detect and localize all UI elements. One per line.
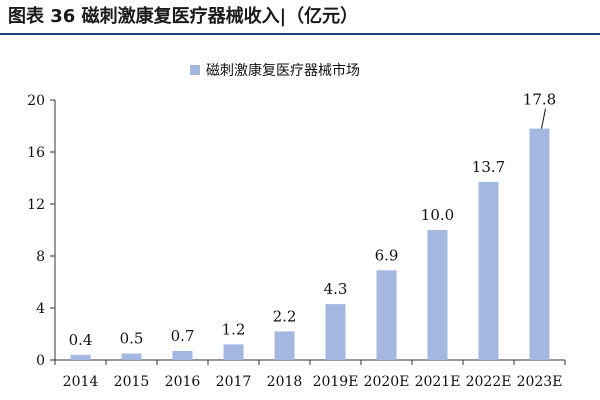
- legend: 磁刺激康复医疗器械市场: [190, 62, 360, 79]
- data-label-2021E: 10.0: [421, 206, 454, 224]
- bar-2015: [121, 353, 142, 360]
- figure-title: 图表 36 磁刺激康复医疗器械收入|（亿元）: [8, 6, 359, 27]
- bars: [70, 128, 550, 360]
- x-tick-label: 2021E: [415, 374, 461, 390]
- legend-label: 磁刺激康复医疗器械市场: [206, 62, 360, 79]
- x-tick-label: 2018: [267, 374, 303, 390]
- data-label-2015: 0.5: [120, 330, 144, 348]
- data-label-2016: 0.7: [171, 327, 195, 345]
- data-label-2020E: 6.9: [375, 246, 399, 264]
- bar-2019E: [325, 304, 346, 360]
- bar-2018: [274, 331, 295, 360]
- bar-2017: [223, 344, 244, 360]
- data-label-2022E: 13.7: [472, 158, 505, 176]
- x-tick-label: 2015: [114, 374, 150, 390]
- x-tick-label: 2016: [165, 374, 201, 390]
- x-tick-label: 2017: [216, 374, 252, 390]
- bar-2022E: [478, 181, 499, 360]
- data-label-leader: [541, 108, 546, 129]
- bar-2016: [172, 350, 193, 360]
- data-label-2019E: 4.3: [324, 280, 348, 298]
- data-label-2017: 1.2: [222, 320, 246, 338]
- legend-swatch: [190, 65, 200, 75]
- axes: 0 4 8 12 16 20 2014 2015 2016 2017 2018 2019E 2020E 2…: [27, 93, 566, 390]
- x-tick-label: 2023E: [517, 374, 563, 390]
- bar-2023E: [529, 128, 550, 360]
- y-tick-label: 12: [27, 197, 45, 213]
- data-label-2023E: 17.8: [523, 91, 556, 109]
- x-tick-label: 2022E: [466, 374, 512, 390]
- y-tick-label: 8: [36, 249, 45, 265]
- x-tick-label: 2020E: [364, 374, 410, 390]
- y-tick-label: 0: [36, 353, 45, 369]
- y-tick-label: 16: [27, 145, 45, 161]
- bar-2021E: [427, 230, 448, 360]
- x-tick-label: 2014: [63, 374, 99, 390]
- bar-2014: [70, 354, 91, 360]
- title-rule: [0, 33, 600, 35]
- y-tick-label: 20: [27, 93, 45, 109]
- y-tick-label: 4: [36, 301, 45, 317]
- data-label-2014: 0.4: [69, 331, 93, 349]
- data-label-2018: 2.2: [273, 307, 297, 325]
- bar-2020E: [376, 270, 397, 360]
- data-labels: 0.4 0.5 0.7 1.2 2.2 4.3 6.9 10.0 13.7 17.8: [69, 91, 557, 349]
- x-tick-label: 2019E: [313, 374, 359, 390]
